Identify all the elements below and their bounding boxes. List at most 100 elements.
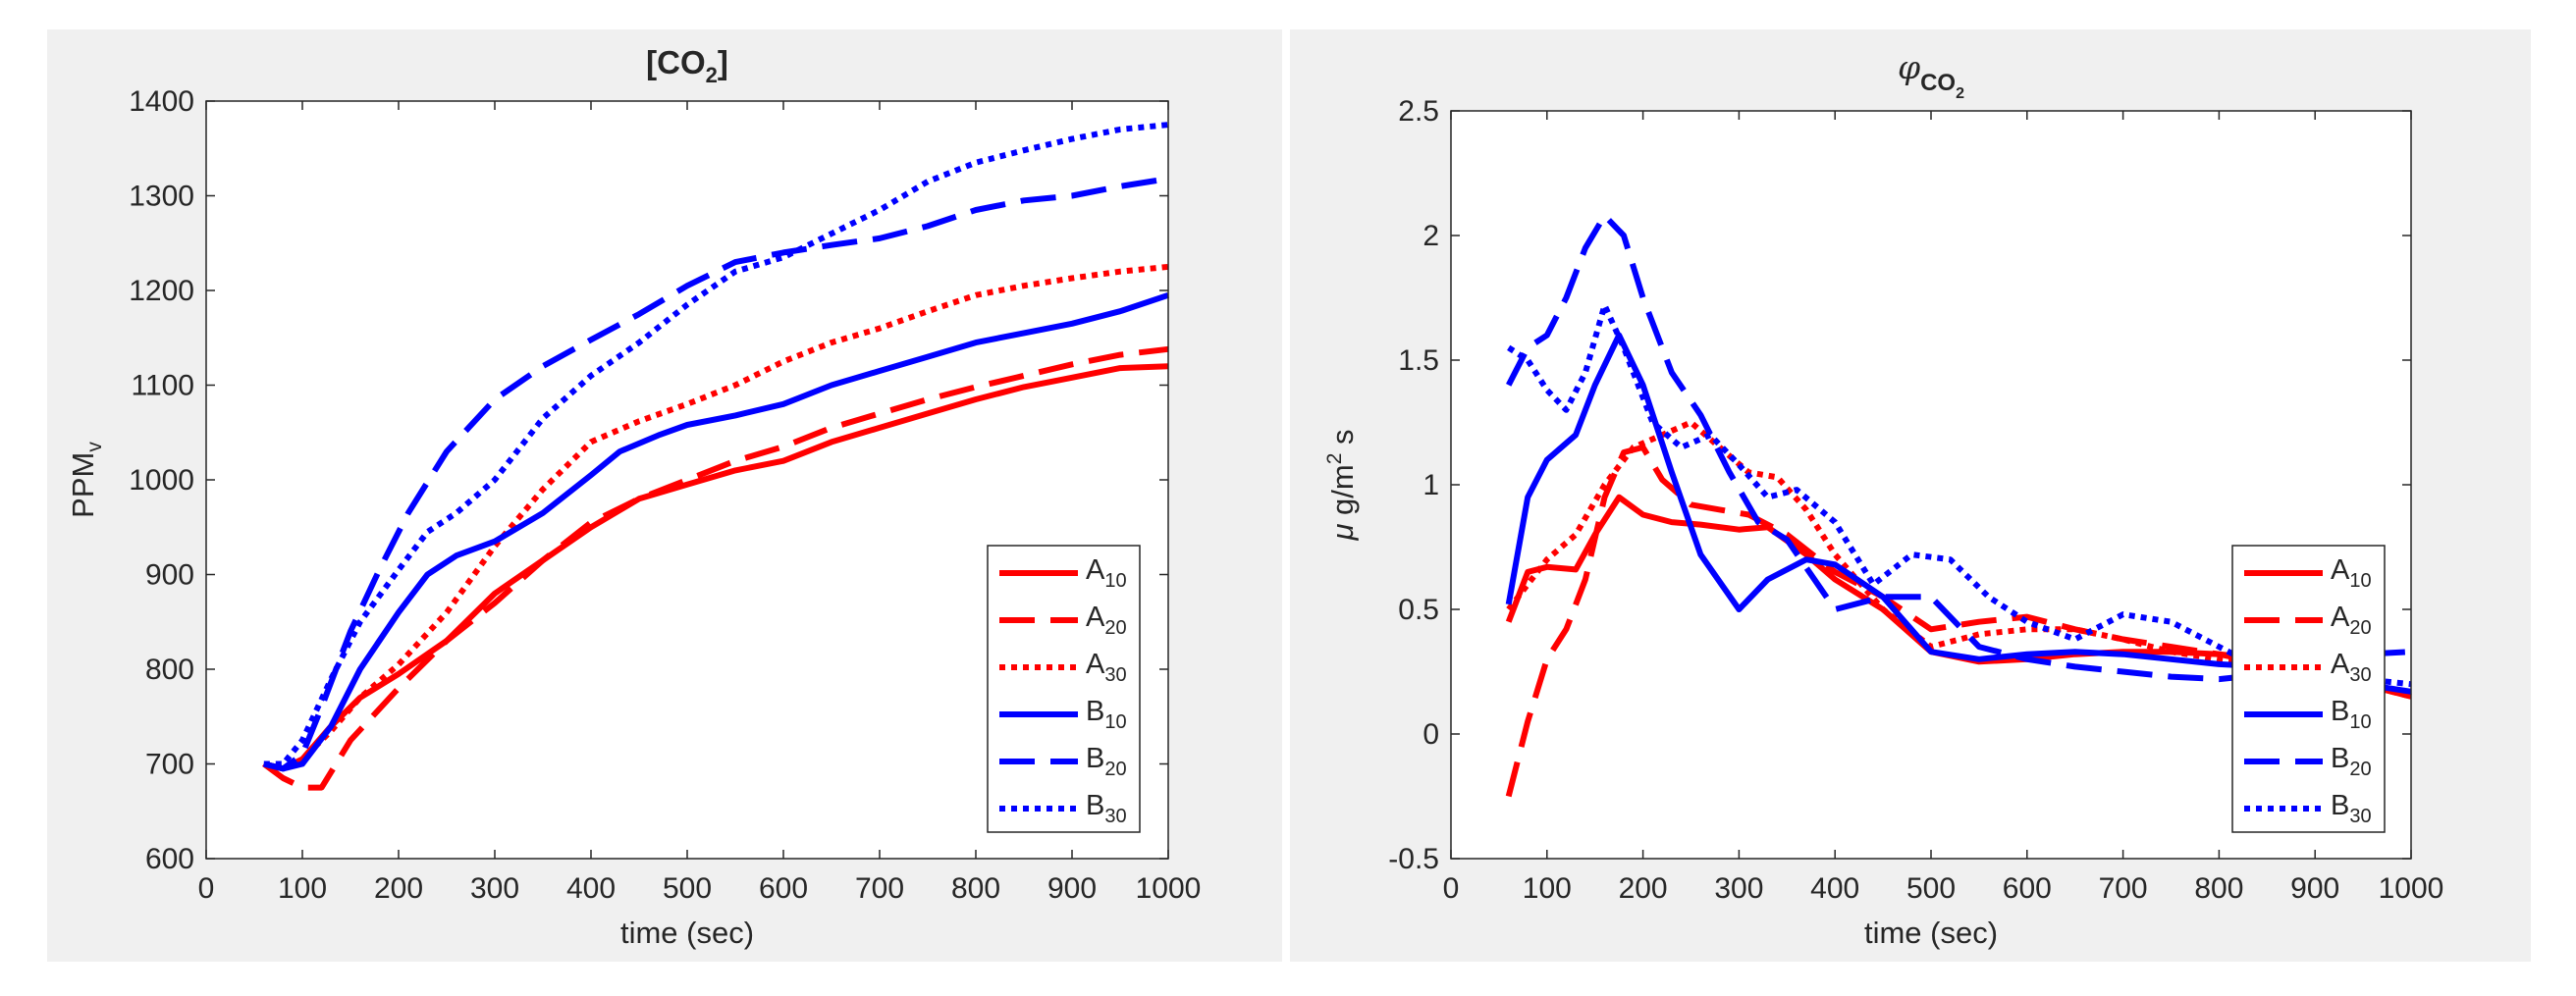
x-tick-label: 400 xyxy=(1810,872,1859,905)
x-tick-label: 900 xyxy=(1047,872,1097,905)
legend-box xyxy=(987,545,1141,833)
y-tick-label: 900 xyxy=(145,559,194,592)
series-line-a30 xyxy=(263,263,1169,772)
legend-label-a10: A10 xyxy=(2331,554,2372,592)
y-tick-label: 1300 xyxy=(129,181,194,213)
y-tick-label: 1400 xyxy=(129,85,194,118)
legend-label-sub: 20 xyxy=(1104,617,1126,639)
y-tick-label: 1200 xyxy=(129,275,194,307)
x-tick-label: 100 xyxy=(278,872,327,905)
x-axis-label: time (sec) xyxy=(620,916,754,950)
legend-label-sub: 10 xyxy=(2349,570,2371,592)
series-line-b30 xyxy=(263,122,1169,767)
legend-label-base: B xyxy=(2331,743,2349,774)
x-tick-label: 400 xyxy=(566,872,616,905)
y-tick-label: 800 xyxy=(145,654,194,686)
y-axis-label-sup: 2 xyxy=(1323,453,1346,465)
legend-label-sub: 20 xyxy=(1104,759,1126,780)
x-tick-label: 800 xyxy=(2194,872,2243,905)
x-tick-label: 600 xyxy=(759,872,808,905)
legend-label-base: A xyxy=(2331,602,2350,633)
legend-label-b30: B30 xyxy=(1086,790,1127,827)
legend-label-sub: 30 xyxy=(2349,664,2371,686)
x-tick-label: 700 xyxy=(2099,872,2148,905)
legend-label-base: A xyxy=(1086,602,1105,633)
legend-label-sub: 30 xyxy=(1104,806,1126,827)
y-tick-label: 1.5 xyxy=(1398,344,1439,377)
x-tick-label: 1000 xyxy=(1136,872,1202,905)
chart-title-tail: ] xyxy=(718,44,728,80)
x-tick-label: 500 xyxy=(1906,872,1956,905)
legend-label-sub: 30 xyxy=(2349,806,2371,827)
y-tick-label: 1 xyxy=(1422,469,1439,501)
y-tick-label: 600 xyxy=(145,843,194,875)
chart-title: [CO2] xyxy=(646,44,728,87)
y-tick-label: 1100 xyxy=(131,370,194,402)
y-tick-label: 0.5 xyxy=(1398,594,1439,626)
x-tick-label: 300 xyxy=(470,872,519,905)
series-line-b20 xyxy=(263,176,1169,772)
legend-label-sub: 20 xyxy=(2349,617,2371,639)
series-line-a30 xyxy=(1506,419,2412,700)
legend-label-sub: 20 xyxy=(2349,759,2371,780)
x-tick-label: 900 xyxy=(2290,872,2339,905)
chart-title-phi: φ xyxy=(1898,48,1920,86)
series-line-b30 xyxy=(1507,302,2412,688)
legend-label-sub: 30 xyxy=(1104,664,1126,686)
y-tick-label: 2.5 xyxy=(1398,95,1439,128)
x-tick-label: 300 xyxy=(1714,872,1763,905)
legend-label-b30: B30 xyxy=(2331,790,2372,827)
x-tick-label: 100 xyxy=(1523,872,1572,905)
x-tick-label: 800 xyxy=(951,872,1000,905)
legend-label-base: B xyxy=(2331,790,2349,821)
legend-label-base: A xyxy=(2331,554,2350,586)
series-line-b10 xyxy=(1505,332,2412,695)
y-tick-label: 2 xyxy=(1422,220,1439,252)
y-axis-label-base: g/m xyxy=(1325,464,1360,515)
x-tick-label: 700 xyxy=(855,872,904,905)
co2-concentration-chart: 0 100 200 300 400 500 600 700 800 900 1000 600 700 80… xyxy=(66,44,1201,950)
y-axis-label-sub: v xyxy=(83,442,106,452)
chart-title: φCO2 xyxy=(1898,48,1964,102)
x-tick-label: 200 xyxy=(1619,872,1668,905)
legend-label-b10: B10 xyxy=(1086,696,1127,733)
y-tick-label: 1000 xyxy=(129,464,194,497)
legend-label-base: A xyxy=(2331,649,2350,680)
x-tick-label: 500 xyxy=(663,872,712,905)
legend-label-a20: A20 xyxy=(2331,602,2372,639)
legend-label-b20: B20 xyxy=(2331,743,2372,780)
x-tick-label: 200 xyxy=(374,872,423,905)
series-line-a20 xyxy=(1505,444,2412,798)
series-group xyxy=(1505,212,2412,798)
chart-title-sub: 2 xyxy=(706,63,718,87)
legend-label-base: B xyxy=(1086,696,1104,727)
legend-label-base: A xyxy=(1086,554,1105,586)
y-axis-label-group: μ g/m2 s xyxy=(1323,429,1360,541)
series-line-b20 xyxy=(1506,212,2412,683)
legend-box xyxy=(2231,545,2386,833)
legend-label-a10: A10 xyxy=(1086,554,1127,592)
legend-label-base: A xyxy=(1086,649,1105,680)
co2-flux-chart: 0 100 200 300 400 500 600 700 800 900 1000-0.500.5… xyxy=(1323,48,2443,950)
x-tick-label: 0 xyxy=(198,872,215,905)
y-tick-label: 700 xyxy=(145,749,194,781)
y-axis-label: μ g/m2 s xyxy=(1323,429,1360,541)
x-tick-label: 600 xyxy=(2003,872,2052,905)
y-axis-label-base: PPM xyxy=(66,452,100,518)
legend-label-a30: A30 xyxy=(1086,649,1127,686)
x-tick-label: 1000 xyxy=(2379,872,2444,905)
legend-label-sub: 10 xyxy=(1104,570,1126,592)
legend-label-b10: B10 xyxy=(2331,696,2372,733)
series-line-b10 xyxy=(263,291,1169,772)
legend-label-sub: 10 xyxy=(2349,711,2371,733)
y-axis-label: PPMv xyxy=(66,442,106,518)
x-tick-label: 0 xyxy=(1443,872,1460,905)
legend-label-base: B xyxy=(2331,696,2349,727)
chart-title-base: [CO xyxy=(646,44,706,80)
y-axis-label-tail: s xyxy=(1325,429,1360,452)
x-axis-label: time (sec) xyxy=(1864,916,1998,950)
y-axis-label-group: PPMv xyxy=(66,442,106,518)
